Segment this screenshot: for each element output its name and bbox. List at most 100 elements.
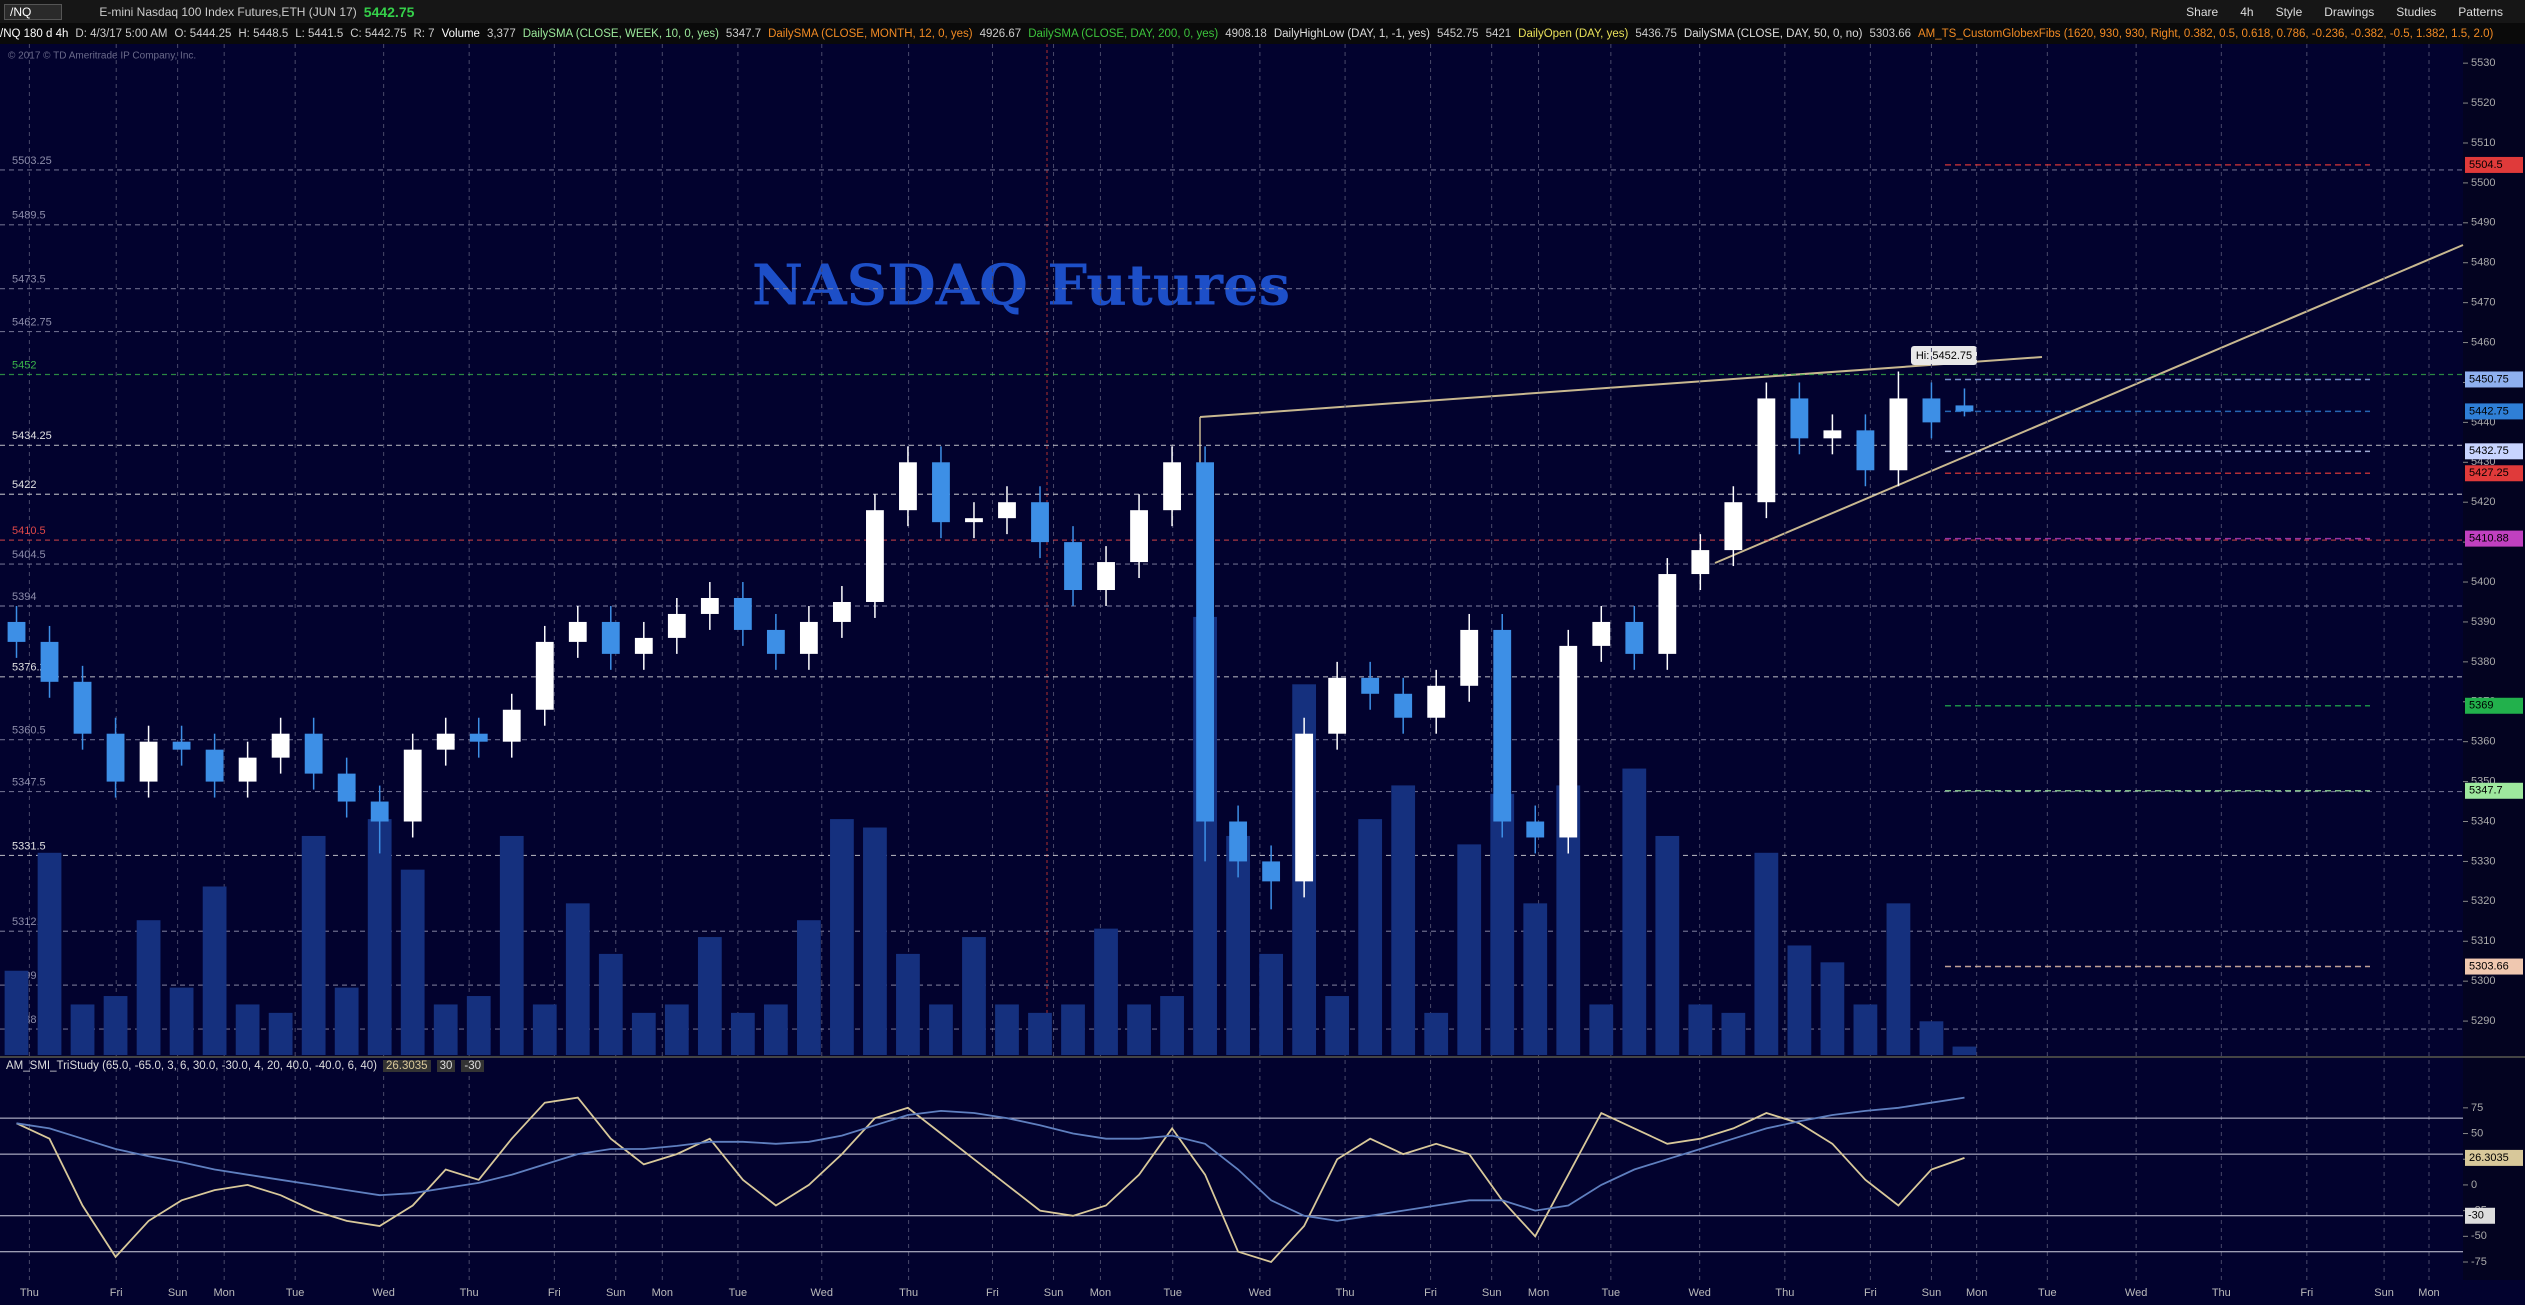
- toolbar-buttons: Share 4h Style Drawings Studies Patterns: [2186, 5, 2525, 19]
- toolbar-button[interactable]: Studies: [2396, 4, 2437, 19]
- candle-body: [667, 613, 686, 638]
- osc-tick-label: -50: [2471, 1230, 2487, 1242]
- candle-body: [1526, 821, 1545, 838]
- volume-bar: [763, 1004, 788, 1055]
- y-tick-label: 5390: [2471, 616, 2495, 628]
- study-level: -30: [461, 1060, 484, 1072]
- y-tick-label: 5490: [2471, 217, 2495, 229]
- header-item: DailySMA (CLOSE, DAY, 50, 0, no): [1683, 27, 1863, 40]
- osc-tick-label: -75: [2471, 1256, 2487, 1268]
- osc-badge-label: -30: [2468, 1210, 2484, 1222]
- candle-body: [370, 801, 389, 822]
- candle-body: [535, 641, 554, 710]
- toolbar-button[interactable]: Share: [2186, 4, 2219, 19]
- price-badge-label: 5442.75: [2469, 405, 2509, 417]
- candle-body: [1031, 502, 1049, 543]
- volume-bar: [499, 835, 524, 1055]
- volume-bar: [37, 852, 62, 1055]
- x-tick-label: Mon: [1528, 1287, 1549, 1299]
- price-badge: [2465, 403, 2523, 420]
- osc-line: [16, 1096, 1965, 1264]
- x-tick-label: Thu: [2212, 1287, 2231, 1299]
- toolbar-button[interactable]: Style: [2275, 4, 2303, 19]
- x-tick-label: Fri: [548, 1287, 561, 1299]
- candle-body: [766, 629, 785, 654]
- candle-body: [1130, 510, 1148, 563]
- header-item: C: 5442.75: [350, 27, 407, 40]
- volume-bar: [1391, 785, 1416, 1055]
- last-price: 5442.75: [363, 3, 415, 20]
- y-tick-label: 5530: [2471, 57, 2495, 69]
- candle-body: [866, 510, 884, 602]
- header-item: Volume: [441, 27, 480, 40]
- candle-body: [139, 741, 158, 782]
- level-label: 5452: [12, 359, 36, 371]
- candle-body: [1889, 398, 1908, 471]
- level-label: 5473.5: [12, 274, 46, 286]
- level-label: 5489.5: [12, 210, 46, 222]
- candle-body: [106, 733, 125, 782]
- candle-body: [1460, 629, 1479, 686]
- candle-body: [1427, 685, 1446, 718]
- candle-body: [1097, 562, 1115, 591]
- header-item: L: 5441.5: [295, 27, 344, 40]
- header-item: AM_TS_CustomGlobexFibs (1620, 930, 930, …: [1918, 27, 2494, 40]
- y-tick-label: 5320: [2471, 895, 2495, 907]
- study-value: 26.3035: [382, 1060, 431, 1072]
- candle-body: [502, 709, 521, 742]
- level-label: 5347.5: [12, 776, 46, 788]
- level-label: 5331.5: [12, 840, 46, 852]
- header-item: 4926.67: [979, 27, 1022, 40]
- volume-bar: [202, 886, 227, 1055]
- candle-body: [1625, 621, 1644, 654]
- candle-body: [733, 597, 752, 630]
- x-tick-label: Fri: [986, 1287, 999, 1299]
- x-tick-label: Tue: [1163, 1287, 1182, 1299]
- copyright: © 2017 © TD Ameritrade IP Company, Inc.: [8, 51, 196, 62]
- header-item: 5436.75: [1635, 27, 1677, 40]
- candle-body: [799, 621, 818, 654]
- volume-bar: [1952, 1046, 1977, 1055]
- volume-bar: [1523, 903, 1548, 1055]
- price-badge: [2465, 156, 2523, 173]
- volume-bar: [1919, 1021, 1944, 1055]
- study-header: /NQ 180 d 4h D: 4/3/17 5:00 AM O: 5444.25 H…: [0, 23, 2525, 44]
- level-label: 5360.5: [12, 725, 46, 737]
- level-label: 5462.75: [12, 316, 52, 328]
- x-tick-label: Thu: [1336, 1287, 1355, 1299]
- toolbar-button[interactable]: 4h: [2240, 4, 2254, 19]
- candle-body: [1790, 398, 1809, 439]
- volume-bar: [631, 1012, 656, 1055]
- volume-bar: [697, 937, 722, 1055]
- y-tick-label: 5380: [2471, 656, 2495, 668]
- x-tick-label: Mon: [1966, 1287, 1987, 1299]
- x-tick-label: Tue: [286, 1287, 305, 1299]
- y-tick-label: 5500: [2471, 177, 2495, 189]
- volume-bar: [103, 996, 128, 1055]
- toolbar-button[interactable]: Patterns: [2458, 4, 2503, 19]
- candle-body: [700, 597, 719, 614]
- price-badge: [2465, 443, 2523, 460]
- x-tick-label: Sun: [1044, 1287, 1064, 1299]
- volume-bar: [1028, 1012, 1052, 1055]
- x-tick-label: Tue: [2038, 1287, 2057, 1299]
- candle-body: [172, 741, 191, 750]
- volume-bar: [797, 920, 821, 1055]
- toolbar-button[interactable]: Drawings: [2324, 4, 2375, 19]
- volume-bar: [1160, 996, 1184, 1055]
- header-item: 5347.7: [725, 27, 762, 40]
- header-item: R: 7: [413, 27, 435, 40]
- volume-bar: [830, 819, 854, 1055]
- volume-bar: [301, 835, 326, 1055]
- header-item: 5421: [1485, 27, 1512, 40]
- volume-bar: [1886, 903, 1911, 1055]
- volume-bar: [1424, 1012, 1449, 1055]
- osc-tick-label: 50: [2471, 1127, 2483, 1139]
- x-tick-label: Mon: [1090, 1287, 1111, 1299]
- volume-bar: [598, 953, 623, 1055]
- y-tick-label: 5330: [2471, 855, 2495, 867]
- plot: Thu Fri Sun Mon Tue Wed Thu Fri Sun Mon Tue Wed Thu F…: [0, 44, 2523, 1299]
- candle-body: [1064, 542, 1082, 591]
- symbol-input[interactable]: /NQ: [4, 3, 63, 20]
- candle-body: [1328, 677, 1347, 734]
